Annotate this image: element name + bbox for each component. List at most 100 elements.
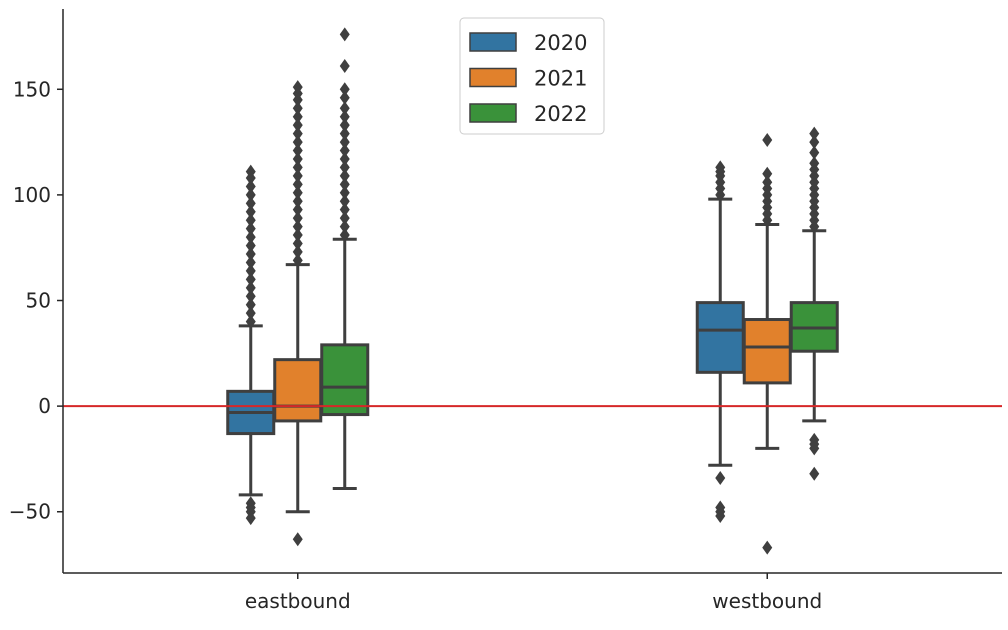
- outlier-point: [339, 59, 350, 74]
- x-tick-label: eastbound: [245, 589, 351, 613]
- outlier-point: [292, 177, 303, 192]
- iqr-box: [695, 301, 745, 374]
- outlier-point: [245, 280, 256, 295]
- outlier-point: [339, 82, 350, 97]
- outlier-point: [292, 135, 303, 150]
- outlier-point: [245, 289, 256, 304]
- outlier-point: [245, 204, 256, 219]
- outlier-point: [339, 211, 350, 226]
- outlier-point: [339, 118, 350, 133]
- outlier-point: [339, 185, 350, 200]
- iqr-box: [320, 343, 370, 417]
- outlier-point: [292, 532, 303, 547]
- outlier-point: [245, 511, 256, 526]
- outlier-point: [292, 126, 303, 141]
- outlier-point: [339, 135, 350, 150]
- outlier-point: [245, 263, 256, 278]
- outlier-point: [339, 90, 350, 105]
- outlier-point: [809, 156, 820, 171]
- outlier-point: [339, 151, 350, 166]
- outlier-point: [339, 168, 350, 183]
- outlier-point: [292, 143, 303, 158]
- outlier-point: [292, 194, 303, 209]
- outlier-point: [762, 132, 773, 147]
- y-tick-label: 100: [13, 183, 51, 207]
- box-westbound-2021: [742, 132, 792, 555]
- outlier-point: [245, 196, 256, 211]
- legend-label: 2021: [534, 67, 587, 91]
- outlier-point: [339, 194, 350, 209]
- outlier-point: [809, 126, 820, 141]
- box-eastbound-2022: [320, 27, 370, 491]
- outlier-point: [339, 228, 350, 243]
- y-tick-label: 150: [13, 77, 51, 101]
- outlier-point: [292, 160, 303, 175]
- outlier-point: [292, 202, 303, 217]
- outlier-point: [292, 228, 303, 243]
- outlier-point: [245, 221, 256, 236]
- iqr-box: [273, 358, 323, 423]
- outlier-point: [292, 168, 303, 183]
- outlier-point: [715, 470, 726, 485]
- outlier-point: [339, 202, 350, 217]
- y-tick-label: −50: [9, 500, 51, 524]
- legend: 2020 2021 2022: [459, 17, 605, 135]
- outlier-point: [339, 219, 350, 234]
- outlier-point: [715, 160, 726, 175]
- outlier-point: [292, 118, 303, 133]
- box-eastbound-2021: [273, 80, 323, 547]
- outlier-point: [809, 441, 820, 456]
- outlier-point: [339, 143, 350, 158]
- outlier-point: [339, 27, 350, 42]
- y-tick-label: 0: [38, 394, 51, 418]
- outlier-point: [292, 253, 303, 268]
- y-ticks: −50 0 50 100 150: [9, 77, 63, 524]
- outlier-point: [245, 179, 256, 194]
- plot-marks: [63, 27, 1002, 555]
- outlier-point: [245, 187, 256, 202]
- outlier-point: [292, 211, 303, 226]
- legend-swatch: [469, 103, 517, 123]
- outlier-point: [292, 185, 303, 200]
- legend-label: 2020: [534, 31, 587, 55]
- outlier-point: [245, 164, 256, 179]
- outlier-point: [762, 175, 773, 190]
- outlier-point: [292, 80, 303, 95]
- outlier-point: [339, 101, 350, 116]
- box-eastbound-2020: [226, 164, 276, 526]
- outlier-point: [292, 236, 303, 251]
- outlier-point: [762, 166, 773, 181]
- outlier-point: [292, 101, 303, 116]
- outlier-point: [809, 135, 820, 150]
- outlier-point: [339, 126, 350, 141]
- outlier-point: [245, 230, 256, 245]
- legend-swatch: [469, 32, 517, 52]
- outlier-point: [245, 247, 256, 262]
- outlier-point: [292, 151, 303, 166]
- outlier-point: [245, 213, 256, 228]
- outlier-point: [762, 540, 773, 555]
- x-ticks: eastbound westbound: [245, 573, 822, 613]
- outlier-point: [339, 177, 350, 192]
- iqr-box: [742, 318, 792, 385]
- outlier-point: [292, 244, 303, 259]
- y-tick-label: 50: [26, 289, 51, 313]
- outlier-point: [245, 314, 256, 329]
- outlier-point: [245, 306, 256, 321]
- outlier-point: [809, 145, 820, 160]
- legend-label: 2022: [534, 102, 587, 126]
- outlier-point: [245, 297, 256, 312]
- outlier-point: [245, 255, 256, 270]
- outlier-point: [715, 508, 726, 523]
- box-westbound-2022: [789, 126, 839, 481]
- box-westbound-2020: [695, 160, 745, 523]
- outlier-point: [292, 219, 303, 234]
- x-tick-label: westbound: [712, 589, 822, 613]
- outlier-point: [809, 466, 820, 481]
- outlier-point: [245, 238, 256, 253]
- outlier-point: [245, 272, 256, 287]
- outlier-point: [339, 109, 350, 124]
- outlier-point: [292, 109, 303, 124]
- legend-swatch: [469, 67, 517, 88]
